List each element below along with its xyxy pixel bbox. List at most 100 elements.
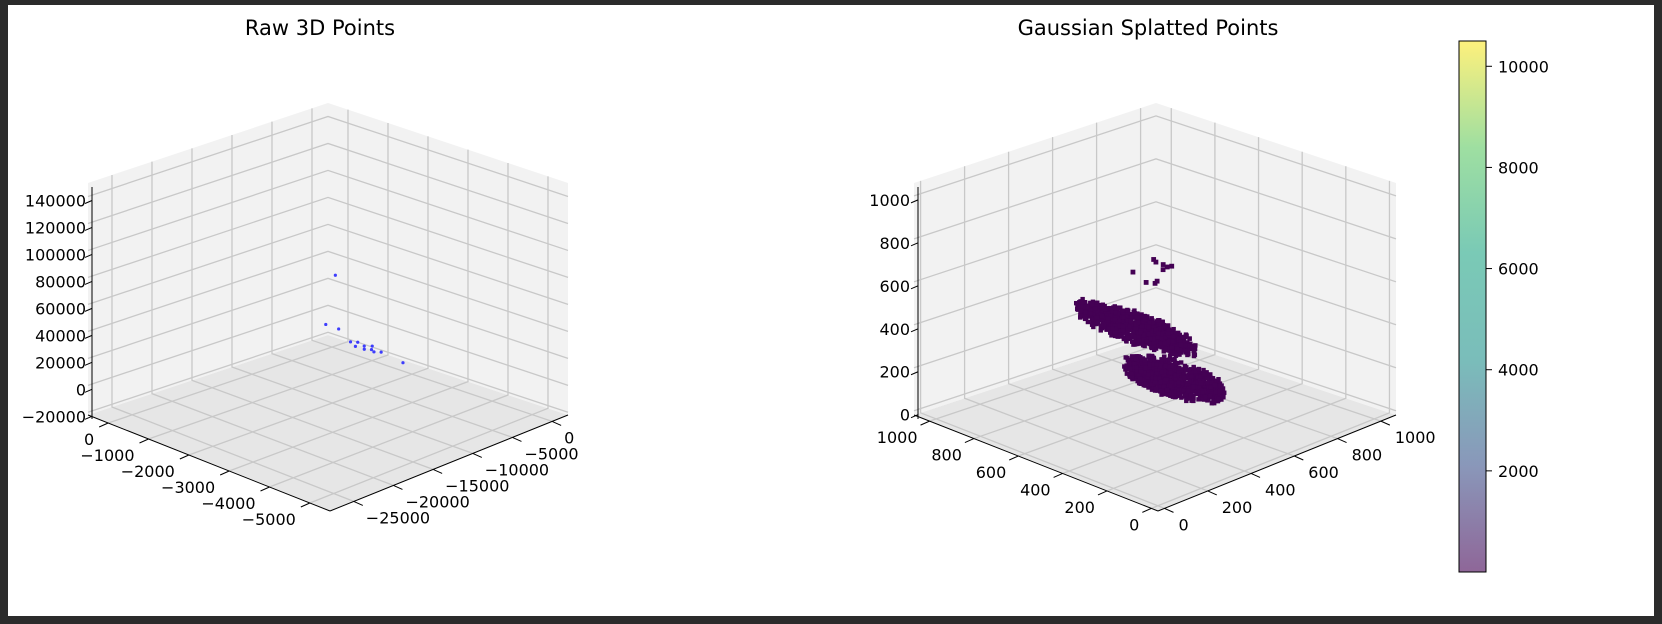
x-tick-mark	[1142, 507, 1152, 513]
splat-point	[1108, 330, 1113, 335]
splat-point	[1120, 328, 1126, 333]
back-left-pane	[914, 103, 1156, 415]
splat-point	[1109, 316, 1115, 322]
z-tick-label: −20000	[22, 407, 86, 426]
splat-point	[1163, 335, 1168, 340]
splat-point	[1137, 341, 1142, 346]
splat-point	[1208, 393, 1213, 398]
splat-point	[1119, 308, 1125, 313]
splat-point	[1099, 313, 1105, 319]
splat-point	[1173, 331, 1179, 336]
x-tick-label: 400	[1020, 480, 1051, 499]
splat-point	[1173, 389, 1178, 394]
splat-point	[1172, 381, 1178, 387]
splat-point	[1152, 380, 1158, 385]
z-tick-mark	[84, 388, 93, 393]
splat-point	[1090, 319, 1095, 324]
splat-point	[1114, 307, 1119, 313]
splat-point	[1136, 373, 1141, 379]
splat-point	[1158, 379, 1163, 385]
splat-point	[1164, 387, 1170, 393]
z-tick-label: 140000	[25, 191, 86, 210]
splat-point	[1170, 357, 1176, 363]
z-tick-mark	[84, 415, 93, 420]
splat-point	[1170, 351, 1175, 357]
splat-point	[1102, 306, 1108, 312]
splat-point	[1217, 381, 1223, 386]
colorbar-tick-label: 2000	[1498, 462, 1539, 481]
y-tick-mark	[1294, 455, 1304, 461]
splat-point	[1123, 335, 1129, 340]
y-tick-mark	[1337, 438, 1347, 444]
y-tick-mark	[512, 436, 522, 442]
splat-point	[1133, 322, 1139, 327]
z-tick-label: 1000	[869, 191, 910, 210]
x-tick-label: −1000	[80, 446, 134, 465]
splat-point	[1204, 375, 1210, 381]
splat-point	[1129, 315, 1134, 321]
y-tick-label: −20000	[405, 492, 469, 511]
splat-point	[1160, 331, 1165, 337]
splat-point	[1143, 280, 1149, 285]
splat-point	[1089, 322, 1095, 327]
splat-point	[1216, 377, 1221, 382]
splat-point	[1167, 346, 1172, 351]
splat-point	[1124, 329, 1129, 335]
z-tick-label: 400	[879, 320, 910, 339]
raw-point	[362, 347, 366, 351]
x-tick-label: 600	[976, 463, 1007, 482]
chart-title-gaussian: Gaussian Splatted Points	[1018, 16, 1279, 40]
splat-point	[1090, 299, 1096, 304]
splat-point	[1213, 389, 1218, 395]
z-gridline	[913, 158, 1397, 240]
splat-point	[1127, 361, 1132, 366]
splat-point	[1137, 323, 1142, 328]
splat-point	[1115, 311, 1121, 316]
splat-point	[1125, 326, 1131, 331]
splat-point	[1134, 341, 1140, 347]
y-tick-mark	[1164, 507, 1174, 513]
x-gridline	[188, 136, 429, 456]
splat-point	[1183, 368, 1189, 373]
splat-point	[1129, 339, 1135, 344]
raw-point	[337, 327, 341, 331]
splat-point	[1151, 362, 1156, 367]
x-tick-label: 0	[84, 430, 94, 449]
splat-point	[1202, 380, 1208, 386]
splat-point	[1085, 304, 1090, 310]
splat-point	[1149, 382, 1155, 387]
splat-point	[1113, 315, 1118, 320]
splat-point	[1091, 317, 1096, 322]
raw-point	[370, 344, 374, 348]
raw-point	[401, 361, 405, 365]
splat-point	[1112, 330, 1118, 335]
splat-point	[1139, 363, 1144, 368]
splat-point	[1169, 380, 1174, 386]
splat-point	[1090, 307, 1096, 313]
splat-point	[1078, 308, 1083, 314]
x-tick-label: 200	[1064, 498, 1095, 517]
splat-point	[1159, 369, 1164, 375]
splat-point	[1124, 366, 1129, 371]
splat-point	[1131, 342, 1136, 347]
raw-point	[372, 350, 376, 354]
splat-point	[1141, 337, 1147, 342]
splat-point	[1179, 395, 1184, 400]
left-z-ticks: −20000 0 20000 40000 60000 80000 100000 120000 1…	[22, 191, 93, 426]
raw-point	[333, 273, 337, 277]
splat-point	[1164, 343, 1170, 348]
y-tick-mark	[393, 484, 403, 490]
splat-point	[1174, 367, 1179, 373]
splat-point	[1144, 339, 1149, 344]
splat-point	[1162, 354, 1167, 359]
x-gridline	[1151, 180, 1391, 509]
x-tick-mark	[964, 438, 975, 444]
splat-point	[1127, 366, 1133, 372]
z-tick-mark	[910, 285, 919, 290]
floor-pane	[88, 335, 568, 511]
y-gridline	[1051, 137, 1295, 457]
z-gridline	[87, 142, 569, 225]
splat-point	[1134, 315, 1140, 320]
x-tick-mark	[219, 470, 230, 476]
splat-point	[1192, 352, 1198, 357]
